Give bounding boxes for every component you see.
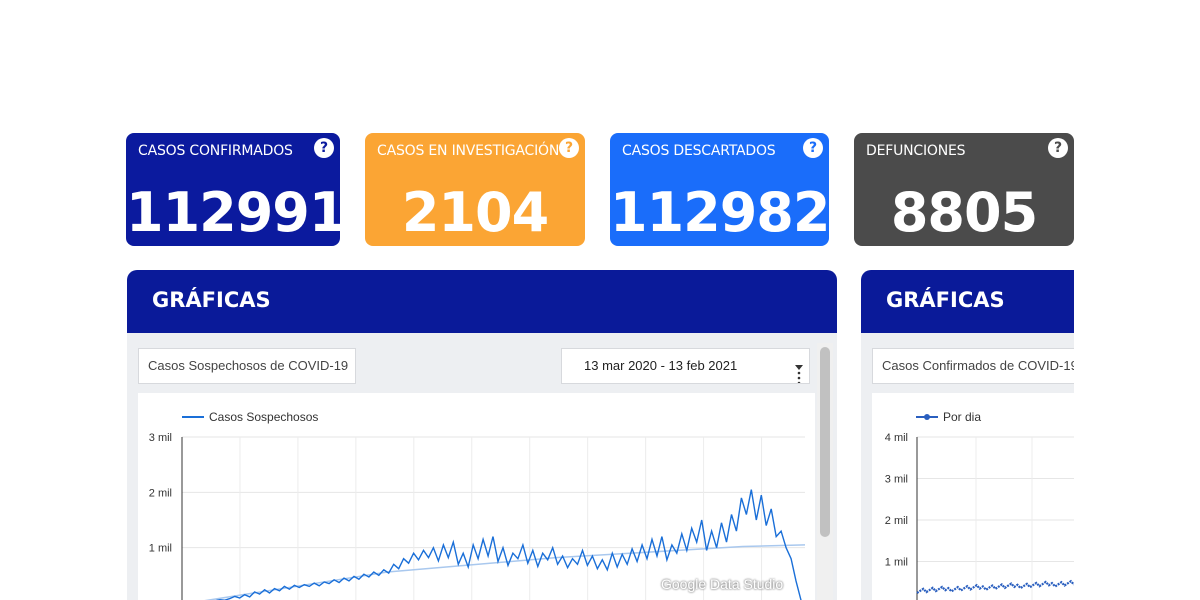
y-tick-label: 1 mil xyxy=(885,557,908,569)
scrollbar-thumb[interactable] xyxy=(820,347,830,537)
chart-svg: 4 mil 3 mil 2 mil 1 mil Por dia xyxy=(885,410,1074,600)
legend-marker xyxy=(924,414,930,420)
card-value: 8805 xyxy=(890,181,1038,244)
panel-body: Casos Sospechosos de COVID-19 13 mar 202… xyxy=(127,333,837,600)
dropdown-caret-icon xyxy=(795,365,803,370)
y-tick-label: 2 mil xyxy=(885,515,908,527)
card-defunciones: DEFUNCIONES ? 8805 xyxy=(854,133,1074,246)
chart-title-box: Casos Confirmados de COVID-19 xyxy=(872,348,1074,384)
legend-label: Casos Sospechosos xyxy=(209,410,318,424)
panel-header-title: GRÁFICAS xyxy=(886,288,1005,312)
panel-header-title: GRÁFICAS xyxy=(152,288,271,312)
google-data-studio-watermark: Google Data Studio xyxy=(661,576,784,592)
help-icon[interactable]: ? xyxy=(559,138,579,158)
card-value: 112982 xyxy=(610,181,829,244)
y-tick-label: 2 mil xyxy=(149,487,172,499)
date-range-selector[interactable]: 13 mar 2020 - 13 feb 2021 xyxy=(561,348,810,384)
y-tick-label: 3 mil xyxy=(149,432,172,444)
panel-graficas-confirmados: GRÁFICAS Casos Confirmados de COVID-19 4… xyxy=(861,270,1074,600)
card-casos-descartados: CASOS DESCARTADOS ? 112982 xyxy=(610,133,829,246)
y-tick-label: 4 mil xyxy=(885,432,908,444)
card-title: CASOS CONFIRMADOS xyxy=(138,143,293,159)
chart-svg: 3 mil 2 mil 1 mil Casos Sospechosos xyxy=(149,410,806,600)
line-chart-confirmados: 4 mil 3 mil 2 mil 1 mil Por dia xyxy=(872,393,1074,600)
card-title: DEFUNCIONES xyxy=(866,143,966,159)
help-icon[interactable]: ? xyxy=(314,138,334,158)
card-title: CASOS EN INVESTIGACIÓN xyxy=(377,143,560,159)
panel-header: GRÁFICAS xyxy=(861,270,1074,333)
series-line-por-dia xyxy=(916,579,1074,594)
more-vert-icon[interactable] xyxy=(797,371,801,384)
help-icon[interactable]: ? xyxy=(1048,138,1068,158)
card-title: CASOS DESCARTADOS xyxy=(622,143,776,159)
legend-label: Por dia xyxy=(943,410,981,424)
card-casos-en-investigacion: CASOS EN INVESTIGACIÓN ? 2104 xyxy=(365,133,585,246)
series-line-casos-sospechosos xyxy=(215,489,802,600)
panel-header: GRÁFICAS xyxy=(127,270,837,333)
chart-title-box: Casos Sospechosos de COVID-19 xyxy=(138,348,356,384)
card-casos-confirmados: CASOS CONFIRMADOS ? 112991 xyxy=(126,133,340,246)
line-chart-sospechosos: 3 mil 2 mil 1 mil Casos Sospechosos xyxy=(138,393,815,600)
panel-body: Casos Confirmados de COVID-19 4 mil 3 mil… xyxy=(861,333,1074,600)
panel-graficas-sospechosos: GRÁFICAS Casos Sospechosos de COVID-19 1… xyxy=(127,270,837,600)
scrollbar[interactable] xyxy=(817,343,833,600)
card-value: 112991 xyxy=(126,181,340,244)
date-range-value: 13 mar 2020 - 13 feb 2021 xyxy=(584,358,738,373)
y-tick-label: 3 mil xyxy=(885,474,908,486)
help-icon[interactable]: ? xyxy=(803,138,823,158)
card-value: 2104 xyxy=(401,181,549,244)
y-tick-label: 1 mil xyxy=(149,543,172,555)
